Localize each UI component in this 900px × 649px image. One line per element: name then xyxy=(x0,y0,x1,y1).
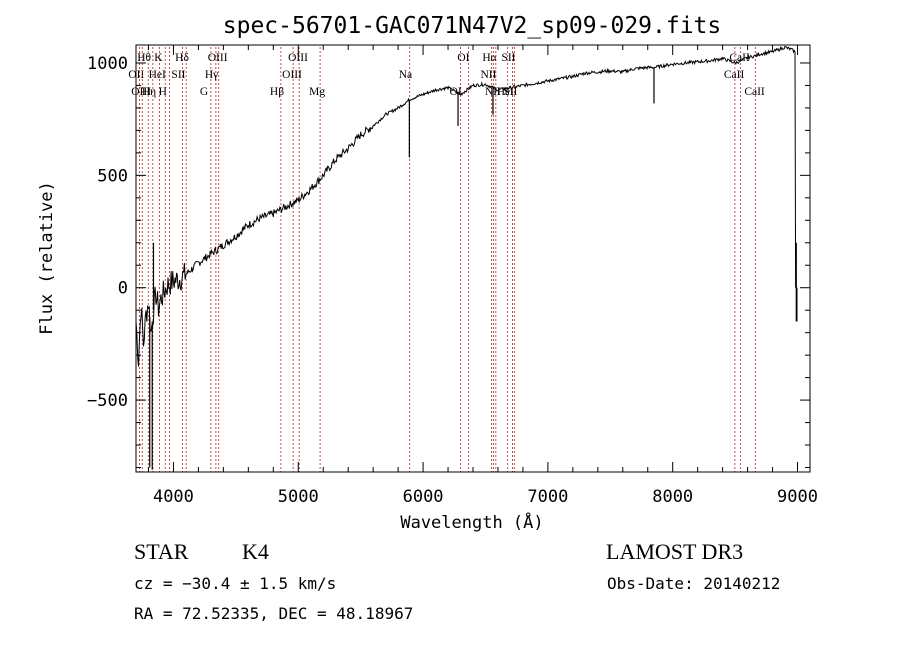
y-axis-label: Flux (relative) xyxy=(37,181,57,335)
coordinates: RA = 72.52335, DEC = 48.18967 xyxy=(134,604,413,623)
x-tick-label: 5000 xyxy=(278,487,319,507)
x-tick-label: 9000 xyxy=(777,487,818,507)
line-label: Hδ xyxy=(175,52,189,64)
chart-title: spec-56701-GAC071N47V2_sp09-029.fits xyxy=(223,13,722,39)
x-tick-label: 6000 xyxy=(403,487,444,507)
line-label: CaII xyxy=(744,86,765,98)
x-tick-label: 8000 xyxy=(652,487,693,507)
line-label: Na xyxy=(399,69,412,81)
y-tick-label: 500 xyxy=(97,166,128,186)
line-label: H xyxy=(159,86,167,98)
line-label: OI xyxy=(457,52,469,64)
object-type: STAR xyxy=(134,539,189,564)
line-label: Hα xyxy=(482,52,496,64)
line-label: K xyxy=(154,52,163,64)
subclass: K4 xyxy=(242,539,269,564)
x-axis-label: Wavelength (Å) xyxy=(400,511,543,533)
line-label: HeI xyxy=(149,69,166,81)
line-label: Hη xyxy=(142,86,156,98)
line-label: Hγ xyxy=(205,69,218,81)
emission-line-markers: OIIOIIIHθHηHeIKHSIIHδGHγOIIIHβOIIIOIIIMg… xyxy=(128,47,765,472)
flux-series xyxy=(135,45,798,470)
line-label: SII xyxy=(171,69,185,81)
survey-name: LAMOST DR3 xyxy=(606,539,743,564)
flux-line xyxy=(135,45,797,367)
line-label: SII xyxy=(501,52,515,64)
x-tick-label: 7000 xyxy=(527,487,568,507)
line-label: Hβ xyxy=(270,86,284,98)
line-label: OIII xyxy=(208,52,228,64)
y-tick-label: 0 xyxy=(118,279,128,299)
observation-date: Obs-Date: 20140212 xyxy=(607,574,780,593)
y-tick-label: −500 xyxy=(87,391,128,411)
redshift-velocity: cz = −30.4 ± 1.5 km/s xyxy=(134,574,336,593)
line-label: Hθ xyxy=(137,52,151,64)
line-label: OIII xyxy=(282,69,302,81)
line-label: NII xyxy=(480,69,496,81)
line-label: Mg xyxy=(309,86,325,98)
line-label: CaII xyxy=(724,69,745,81)
line-label: G xyxy=(200,86,208,98)
line-label: OIII xyxy=(288,52,308,64)
axis-ticks: 4000 5000 6000 7000 8000 9000 −500 0 500 1000 xyxy=(87,45,818,507)
x-tick-label: 4000 xyxy=(153,487,194,507)
plot-frame xyxy=(135,44,811,473)
y-tick-label: 1000 xyxy=(87,54,128,74)
